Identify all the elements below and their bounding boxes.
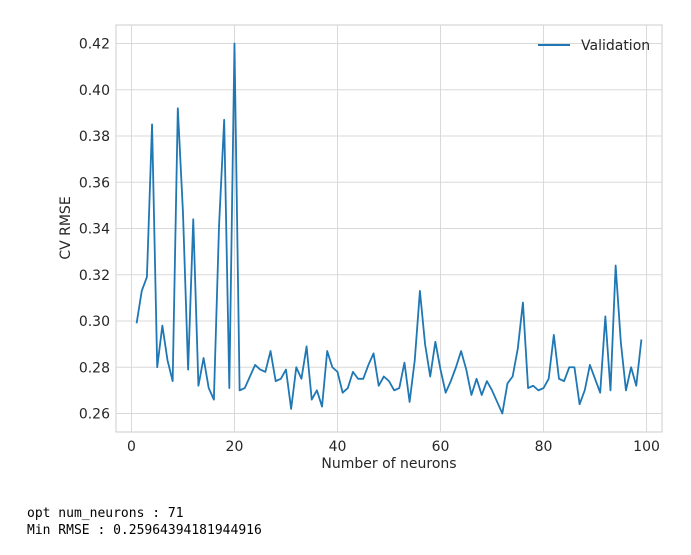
tick-labels: 0 20 40 60 80 100 0.26 0.28 0.30 0.32 0.34 0.36 0.38… bbox=[79, 37, 660, 456]
y-tick-label: 0.42 bbox=[79, 37, 110, 53]
validation-series-line bbox=[135, 42, 643, 415]
x-axis-label: Number of neurons bbox=[321, 456, 456, 472]
x-tick-label: 0 bbox=[127, 439, 136, 455]
y-tick-label: 0.38 bbox=[79, 129, 110, 145]
grid bbox=[116, 25, 662, 432]
y-tick-label: 0.34 bbox=[79, 222, 110, 238]
line-chart: 0 20 40 60 80 100 0.26 0.28 0.30 0.32 0.34 0.36 0.38… bbox=[58, 24, 663, 472]
y-tick-label: 0.28 bbox=[79, 360, 110, 376]
x-tick-label: 100 bbox=[633, 439, 660, 455]
x-tick-label: 60 bbox=[432, 439, 450, 455]
y-tick-label: 0.40 bbox=[79, 83, 110, 99]
opt-neurons-line: opt num_neurons : 71 bbox=[27, 506, 184, 521]
y-tick-label: 0.30 bbox=[79, 314, 110, 330]
x-tick-label: 40 bbox=[329, 439, 347, 455]
min-rmse-line: Min RMSE : 0.25964394181944916 bbox=[27, 523, 262, 538]
y-tick-label: 0.32 bbox=[79, 268, 110, 284]
console-output: opt num_neurons : 71 Min RMSE : 0.2596439… bbox=[27, 505, 262, 539]
y-tick-label: 0.26 bbox=[79, 407, 110, 423]
y-axis-label: CV RMSE bbox=[58, 196, 74, 259]
y-tick-label: 0.36 bbox=[79, 175, 110, 191]
x-tick-label: 80 bbox=[535, 439, 553, 455]
legend: Validation bbox=[538, 38, 650, 54]
x-tick-label: 20 bbox=[226, 439, 244, 455]
legend-label-validation: Validation bbox=[581, 38, 650, 54]
